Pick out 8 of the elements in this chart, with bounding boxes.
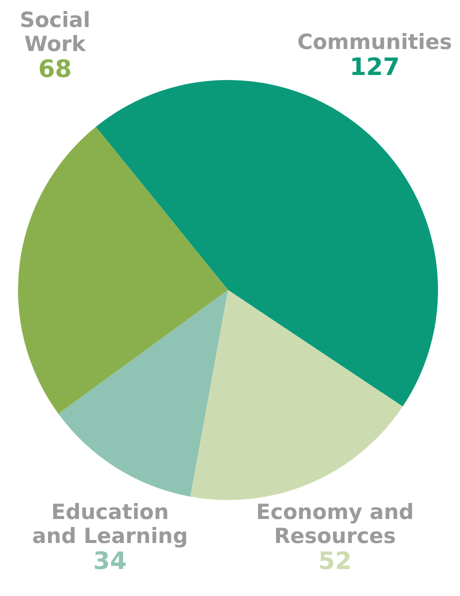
slice-label: Economy and Resources — [255, 500, 415, 548]
data-label: 68 — [37, 55, 73, 84]
slice-label: Social Work — [18, 8, 92, 56]
slice-label: Communities — [297, 30, 452, 54]
data-label: 34 — [93, 547, 127, 576]
slice-label: Education and Learning — [31, 500, 189, 548]
data-label: 127 — [348, 53, 401, 82]
data-label: 52 — [317, 547, 353, 576]
